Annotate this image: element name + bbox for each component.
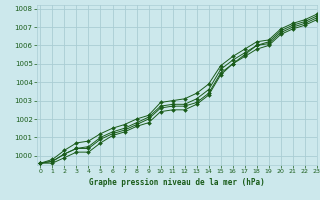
X-axis label: Graphe pression niveau de la mer (hPa): Graphe pression niveau de la mer (hPa) bbox=[89, 178, 265, 187]
